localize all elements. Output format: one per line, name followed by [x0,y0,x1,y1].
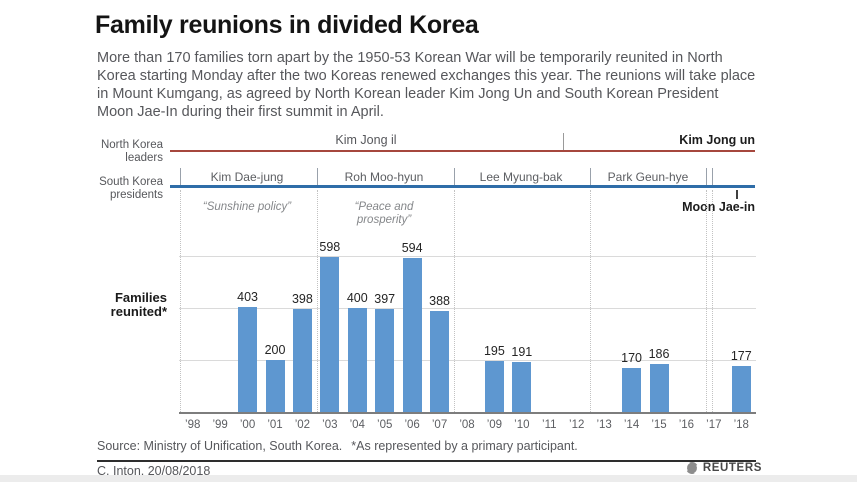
bar [265,360,285,412]
x-axis-tick-label: ’11 [542,419,557,431]
bar-value-label: 388 [429,294,450,308]
bar [347,308,367,412]
footer-divider [97,460,756,462]
term-boundary-line [590,190,591,412]
leader-label-kim-jong-un: Kim Jong un [679,133,755,147]
policy-quote: “Peace and prosperity” [354,201,414,226]
x-axis-tick-label: ’18 [733,419,749,431]
x-axis-tick-label: ’08 [459,419,475,431]
president-label: Park Geun-hye [607,170,689,184]
x-axis-tick-label: ’12 [569,419,585,431]
bar [375,309,395,412]
x-axis-tick-label: ’10 [514,419,530,431]
gridline [179,360,756,361]
leader-label-kim-jong-il: Kim Jong il [335,133,397,147]
south-korea-timeline-bar [170,185,755,188]
term-boundary-line [711,190,713,412]
subtitle-line: More than 170 families torn apart by the… [97,50,723,66]
bar-value-label: 191 [511,345,533,359]
bar-value-label: 186 [648,347,670,361]
term-boundary-line [706,190,707,412]
subtitle-line: Moon Jae-In during their first summit in… [97,104,384,120]
x-axis-tick-label: ’02 [294,419,311,431]
bar [402,258,422,412]
subtitle-line: in Mount Kumgang, as agreed by North Kor… [97,86,719,102]
x-axis-tick-label: ’14 [623,419,640,431]
reuters-brand: REUTERS [685,461,762,475]
source-text: Source: Ministry of Unification, South K… [97,439,343,453]
x-axis-tick-label: ’04 [349,419,365,431]
north-korea-timeline-bar [170,150,755,152]
bar-value-label: 170 [621,351,642,365]
president-label: Roh Moo-hyun [344,170,424,184]
president-label-moon-jae-in: Moon Jae-in [682,200,755,214]
x-axis-tick-label: ’13 [596,419,612,431]
president-label: Lee Myung-bak [479,170,563,184]
footnote-text: *As represented by a primary participant… [351,439,578,453]
x-axis-tick-label: ’07 [431,419,448,431]
page-title: Family reunions in divided Korea [95,11,479,39]
subtitle-line: Korea starting Monday after the two Kore… [97,68,756,84]
x-axis-tick-label: ’17 [706,419,722,431]
bar [292,309,312,412]
x-axis-tick-label: ’05 [377,419,393,431]
term-boundary-tick [317,168,318,185]
moon-jae-in-pointer-tick [736,190,738,199]
bar-value-label: 400 [346,291,368,305]
term-boundary-tick [590,168,591,185]
bar [649,364,669,412]
bar [622,368,642,412]
x-axis-line [179,412,756,414]
x-axis-tick-label: ’01 [267,419,283,431]
term-boundary-tick [711,168,713,185]
reuters-orb-icon [685,461,699,475]
bar [731,366,751,412]
bar [238,307,258,412]
gridline [179,256,756,257]
x-axis-tick-label: ’16 [678,419,695,431]
north-korea-row-label: North Korea leaders [100,139,163,164]
x-axis-tick-label: ’99 [212,419,228,431]
source-line: Source: Ministry of Unification, South K… [97,439,578,453]
bar-value-label: 195 [483,344,505,358]
bar-value-label: 594 [401,241,423,255]
leader-transition-tick [563,133,564,150]
term-boundary-tick [454,168,455,185]
bar [512,362,532,412]
x-axis-tick-label: ’09 [486,419,503,431]
term-boundary-tick [180,168,181,185]
term-boundary-tick [706,168,707,185]
x-axis-tick-label: ’98 [185,419,201,431]
bar-value-label: 177 [730,349,752,363]
credit-byline: C. Inton, 20/08/2018 [97,464,211,478]
brand-text: REUTERS [702,462,762,474]
bar-value-label: 598 [319,240,341,254]
bar-value-label: 397 [374,292,396,306]
policy-quote: “Sunshine policy” [202,201,292,213]
bar-value-label: 200 [264,343,286,357]
president-label: Kim Dae-jung [210,170,284,184]
gridline [179,308,756,309]
x-axis-tick-label: ’00 [239,419,256,431]
term-boundary-line [454,190,455,412]
south-korea-row-label: South Korea presidents [99,176,163,201]
bar-value-label: 403 [237,290,258,304]
x-axis-tick-label: ’03 [322,419,338,431]
x-axis-tick-label: ’06 [404,419,420,431]
bar [484,361,504,412]
y-axis-title: Families reunited* [110,290,167,319]
bar [320,257,340,412]
bar [430,311,450,412]
bottom-strip [0,475,857,482]
x-axis-tick-label: ’15 [651,419,667,431]
term-boundary-line [317,190,318,412]
term-boundary-line [180,190,181,412]
bar-value-label: 398 [291,292,313,306]
